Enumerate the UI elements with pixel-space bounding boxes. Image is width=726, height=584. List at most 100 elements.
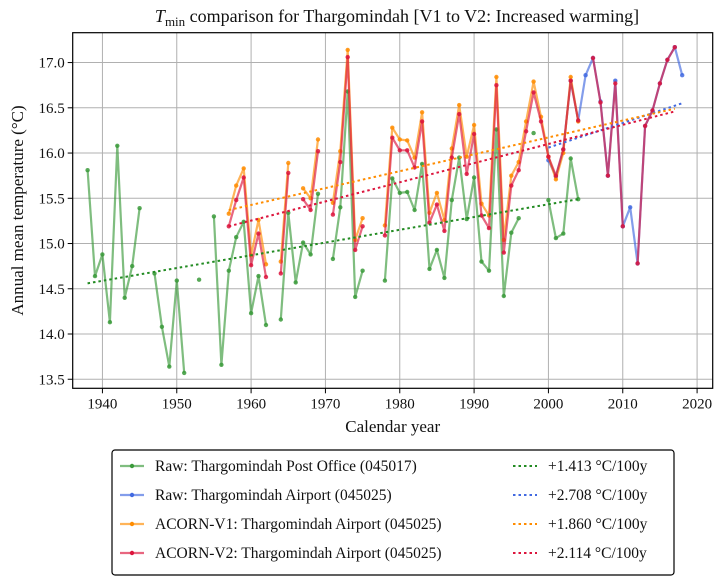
data-point [286,170,291,176]
data-point [471,131,477,137]
data-point [122,295,127,300]
data-point [107,320,113,325]
data-point [509,173,514,178]
title-subscript: min [165,14,186,29]
data-point [583,73,588,78]
series-1 [546,45,685,266]
data-point [620,224,625,229]
data-point [419,110,425,115]
data-point [196,277,202,282]
data-point [576,118,581,123]
data-point [345,54,350,60]
legend-label: ACORN-V2: Thargomindah Airport (045025) [155,545,442,562]
data-point [553,235,559,241]
data-point [650,108,655,113]
data-point [457,102,462,108]
data-point [680,73,685,78]
data-point [382,233,388,238]
data-point [167,364,172,369]
data-point [353,294,358,300]
ticks: 1940 1950 1960 1970 1980 1990 2000 2010 2020 13.5… [38,56,712,413]
series-line [636,46,676,264]
data-point [300,186,306,191]
data-point [531,79,536,84]
legend-label: ACORN-V1: Thargomindah Airport (045025) [155,516,442,533]
data-point [390,135,395,140]
data-point [405,148,410,153]
data-point [211,214,217,219]
data-point [561,231,566,236]
data-point [509,230,514,235]
data-point [538,119,544,124]
data-point [248,311,254,316]
data-point [263,274,269,280]
data-point [219,362,224,367]
x-tick-label: 2000 [533,396,563,412]
data-point [509,183,514,188]
data-point [523,129,529,134]
x-tick-label: 2010 [608,396,638,412]
x-tick-label: 1950 [162,396,192,412]
trend-line-2 [228,107,676,212]
data-point [672,45,677,50]
data-point [338,205,343,210]
data-point [390,125,395,130]
plot-area [85,45,685,376]
data-point [390,176,395,181]
series-line [591,57,624,227]
data-point [92,273,98,279]
y-tick-label: 17.0 [38,56,64,72]
grid [72,32,713,389]
data-point [464,171,469,177]
legend-trend-label: +2.708 °C/100y [548,487,648,504]
data-point [360,224,365,229]
data-point [300,197,306,202]
data-point [479,259,484,264]
data-point [382,278,388,283]
data-point [471,175,477,180]
data-point [516,168,521,173]
data-point [263,322,269,328]
y-tick-label: 15.0 [38,237,64,253]
series-line [279,172,290,274]
x-tick-label: 1960 [236,396,266,412]
legend-marker [129,550,135,556]
data-point [427,266,432,272]
y-axis-label: Annual mean temperature (°C) [8,105,27,315]
legend-label: Raw: Thargomindah Post Office (045017) [155,458,417,475]
data-point [234,235,239,240]
data-point [315,137,321,142]
data-point [397,148,402,153]
data-point [241,219,246,224]
series-line [86,144,141,324]
data-point [174,278,179,283]
x-tick-label: 1990 [459,396,489,412]
series-3 [226,45,677,280]
data-point [553,177,559,182]
data-point [546,197,551,203]
data-point [434,190,440,196]
data-point [434,247,440,253]
series-line [227,176,268,278]
data-point [360,216,365,221]
data-point [159,324,165,329]
data-point [590,55,596,61]
data-point [130,263,135,269]
data-point [397,190,402,196]
data-point [405,138,410,143]
data-point [241,166,246,171]
data-point [486,225,492,231]
y-tick-label: 14.0 [38,327,64,343]
data-point [115,143,120,148]
data-point [546,154,551,159]
data-point [442,228,447,234]
data-point [330,256,336,262]
data-point [353,247,358,253]
data-point [182,370,187,376]
data-point [516,216,521,221]
data-point [657,81,663,86]
data-point [419,119,425,124]
data-point [308,207,313,213]
title-text: comparison for Thargomindah [V1 to V2: I… [185,6,639,26]
data-point [568,74,573,80]
